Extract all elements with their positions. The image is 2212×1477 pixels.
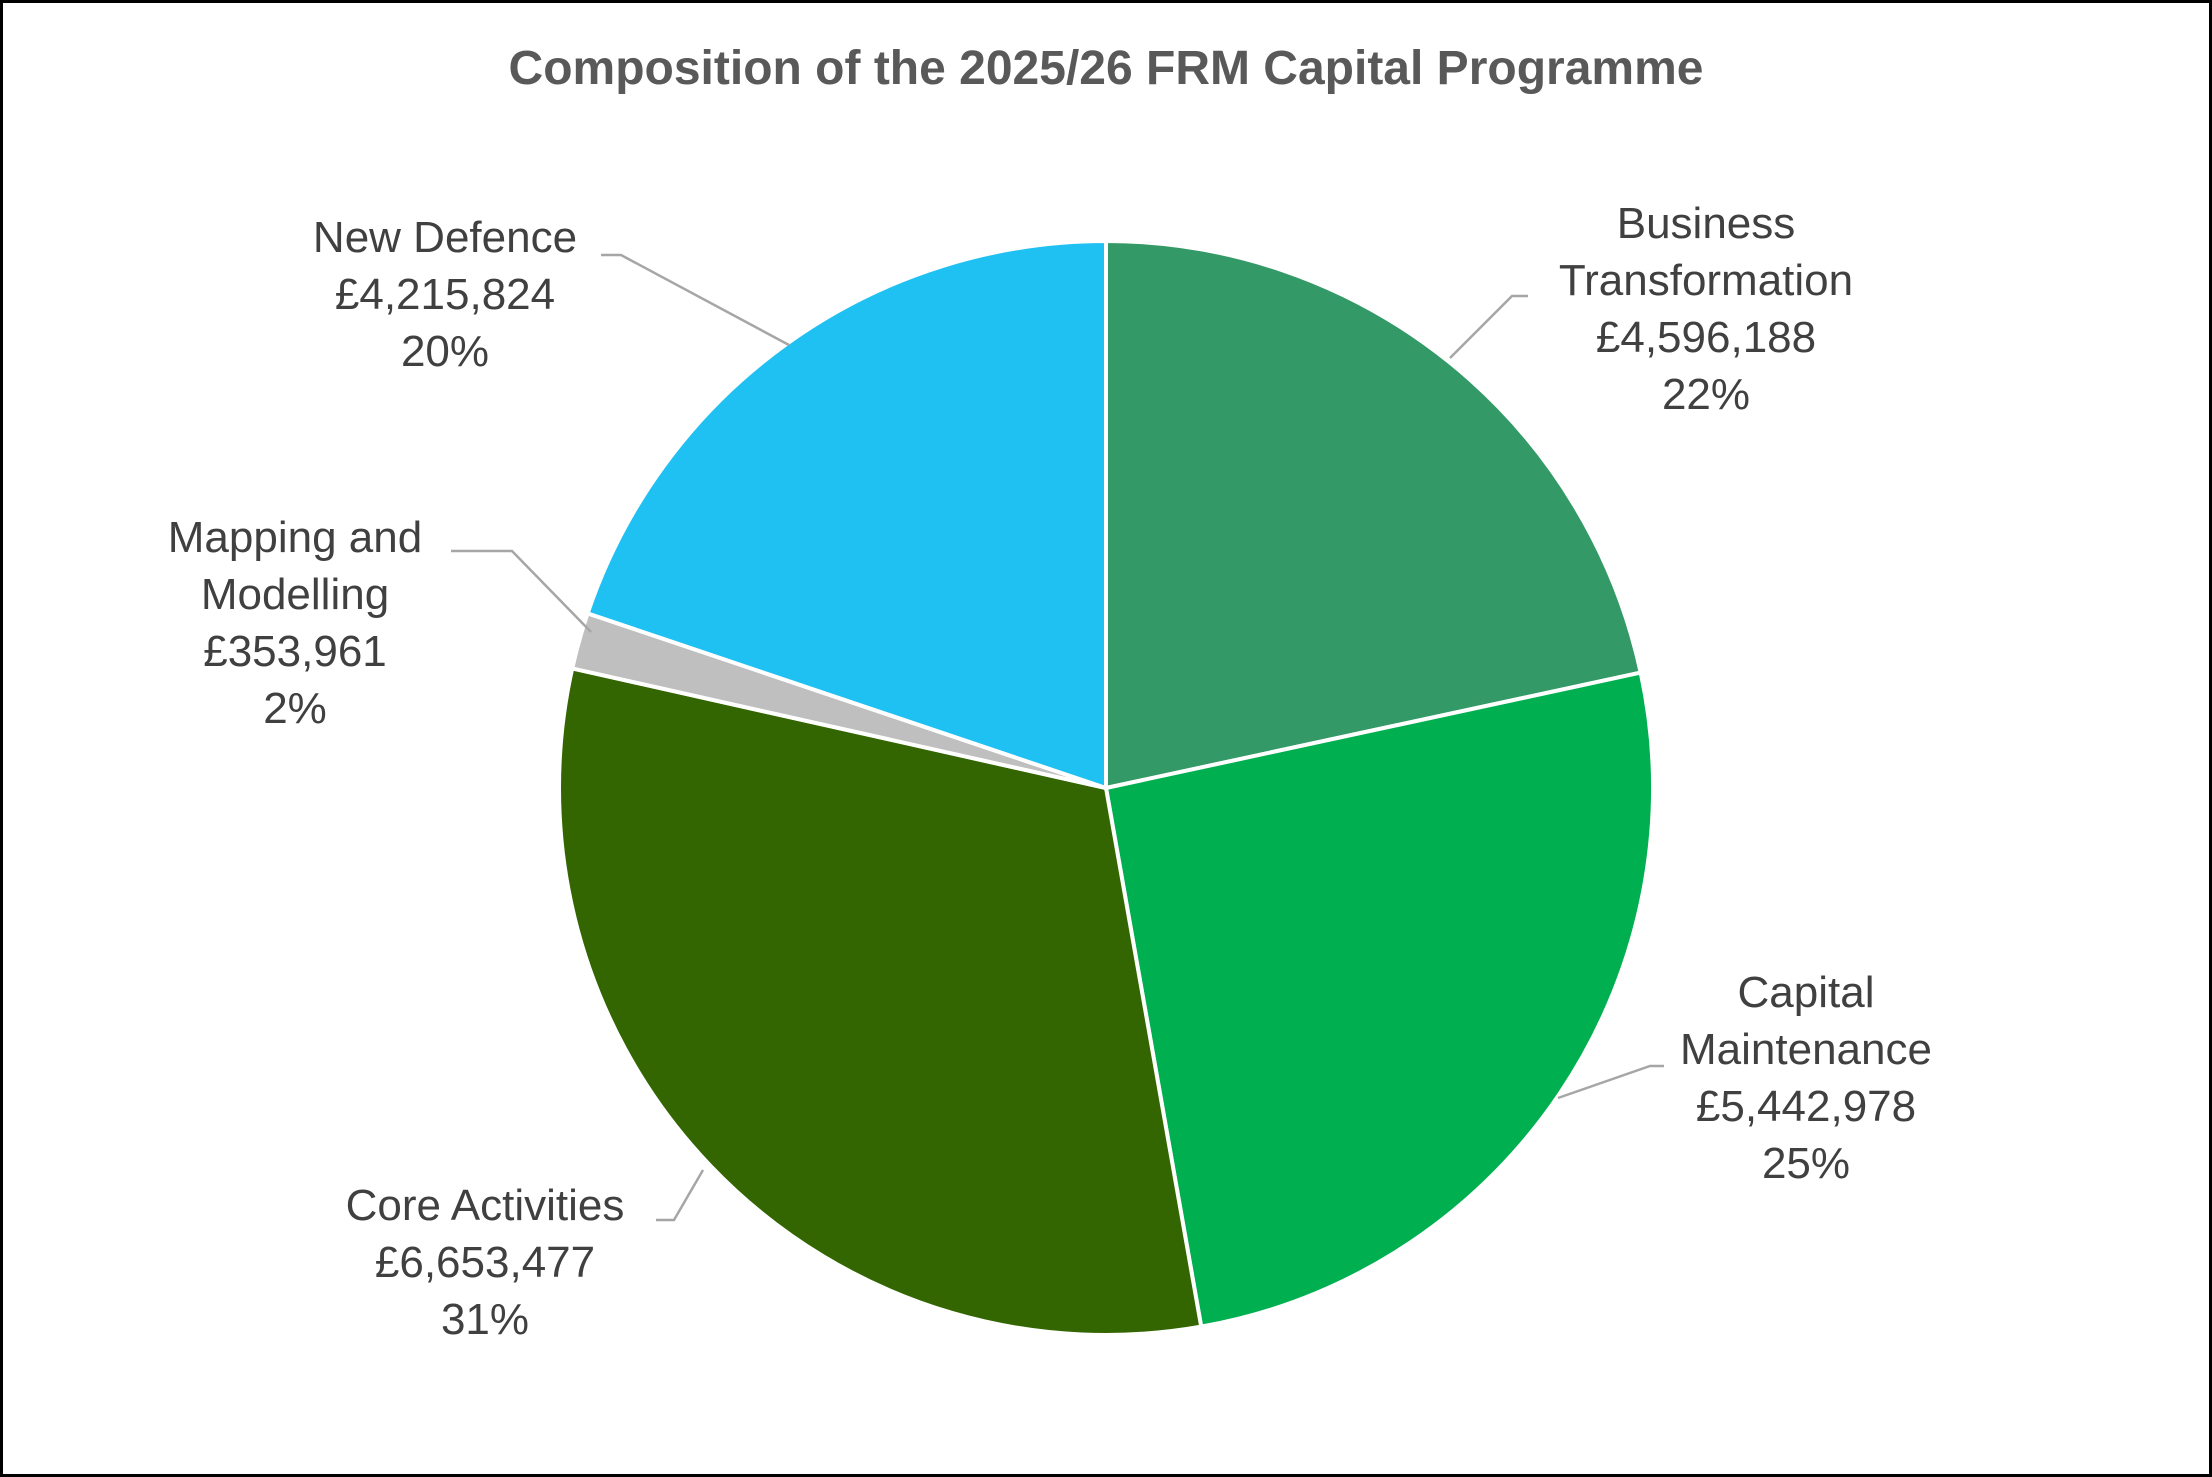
leader-line-mapping-and-modelling bbox=[451, 549, 592, 633]
label-value: £4,215,824 bbox=[335, 270, 555, 319]
data-label-mapping-and-modelling: Mapping and Modelling £353,961 2% bbox=[168, 513, 422, 733]
data-label-capital-maintenance: Capital Maintenance £5,442,978 25% bbox=[1680, 968, 1932, 1188]
slice-capital-maintenance bbox=[1103, 670, 1656, 1329]
leader-lines bbox=[451, 253, 1664, 1222]
label-value: £353,961 bbox=[203, 627, 387, 676]
leader-line-core-activities bbox=[656, 1169, 705, 1222]
slice-business-transformation bbox=[1104, 238, 1644, 791]
leader-line-business-transformation bbox=[1449, 294, 1528, 359]
leader-line-new-defence bbox=[601, 253, 790, 347]
slice-core-activities bbox=[557, 666, 1204, 1337]
leader-line-capital-maintenance bbox=[1557, 1064, 1664, 1100]
data-label-business-transformation: Business Transformation £4,596,188 22% bbox=[1559, 199, 1853, 419]
data-label-new-defence: New Defence £4,215,824 20% bbox=[313, 213, 577, 376]
label-category: Modelling bbox=[201, 570, 389, 619]
label-category: Capital bbox=[1738, 968, 1875, 1017]
data-label-core-activities: Core Activities £6,653,477 31% bbox=[346, 1181, 625, 1344]
chart-title: Composition of the 2025/26 FRM Capital P… bbox=[509, 42, 1704, 95]
label-value: £5,442,978 bbox=[1696, 1082, 1916, 1131]
label-percent: 22% bbox=[1662, 370, 1750, 419]
label-category: Business bbox=[1617, 199, 1796, 248]
label-category: Mapping and bbox=[168, 513, 422, 562]
label-category: New Defence bbox=[313, 213, 577, 262]
label-percent: 2% bbox=[263, 684, 327, 733]
label-value: £4,596,188 bbox=[1596, 313, 1816, 362]
label-percent: 31% bbox=[441, 1295, 529, 1344]
pie-slices bbox=[557, 238, 1656, 1337]
label-category: Core Activities bbox=[346, 1181, 625, 1230]
label-category: Maintenance bbox=[1680, 1025, 1932, 1074]
label-percent: 20% bbox=[401, 327, 489, 376]
data-labels: Business Transformation £4,596,188 22% Capit… bbox=[168, 199, 1932, 1344]
label-percent: 25% bbox=[1762, 1139, 1850, 1188]
label-category: Transformation bbox=[1559, 256, 1853, 305]
label-value: £6,653,477 bbox=[375, 1238, 595, 1287]
